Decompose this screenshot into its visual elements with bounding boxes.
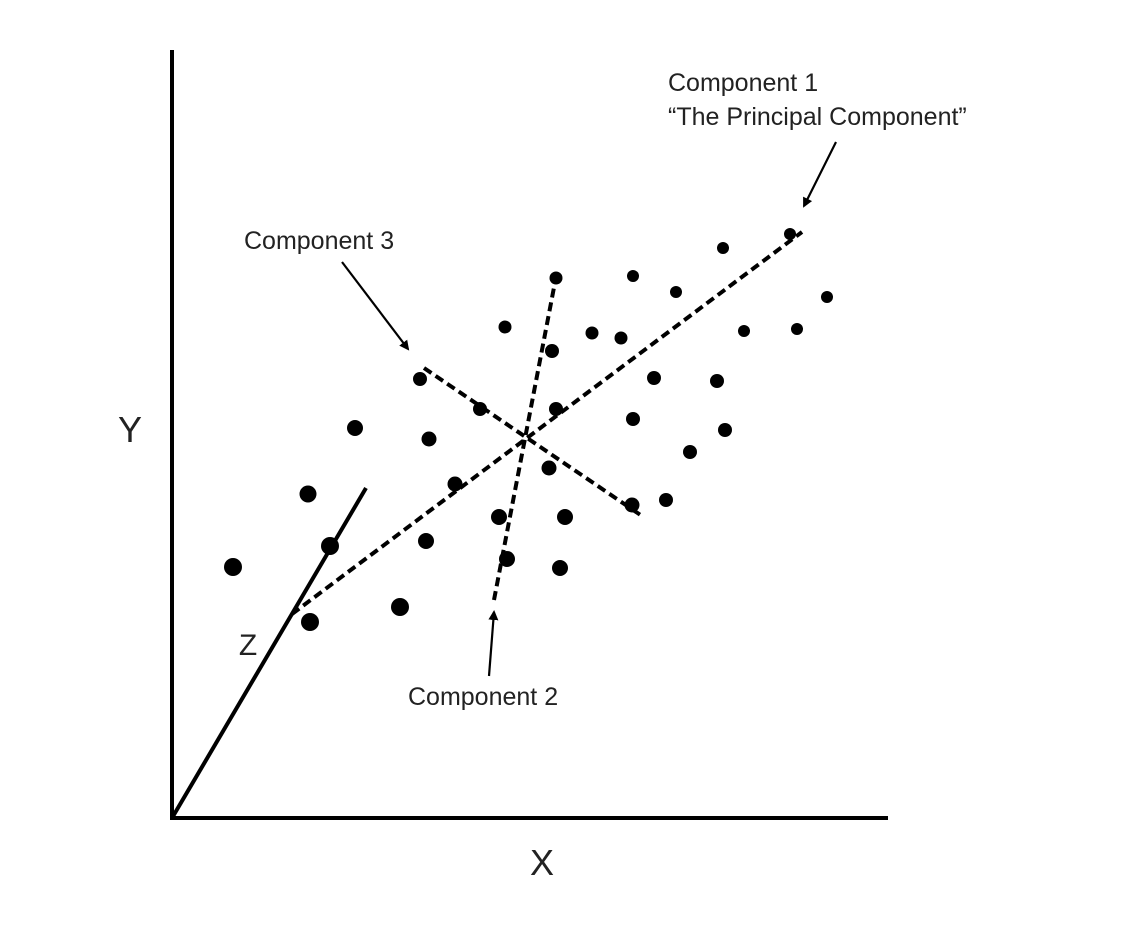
component-3-line <box>422 366 644 518</box>
data-point <box>784 228 796 240</box>
data-point <box>585 326 599 340</box>
y-axis-label: Y <box>118 409 142 450</box>
component-1-sublabel: “The Principal Component” <box>668 103 967 131</box>
data-point <box>301 613 319 631</box>
data-points <box>224 228 833 631</box>
data-point <box>710 374 724 388</box>
data-point <box>391 598 409 616</box>
data-point <box>321 537 339 555</box>
data-point <box>683 445 697 459</box>
data-point <box>626 412 640 426</box>
x-axis-label: X <box>530 842 554 883</box>
data-point <box>549 271 563 285</box>
data-point <box>421 431 437 447</box>
component-1-arrow <box>803 141 837 208</box>
data-point <box>549 402 563 416</box>
data-point <box>299 485 317 503</box>
data-point <box>498 320 512 334</box>
z-axis-label: Z <box>239 629 257 662</box>
data-point <box>541 460 557 476</box>
data-point <box>627 270 639 282</box>
data-point <box>717 242 729 254</box>
data-point <box>791 323 803 335</box>
data-point <box>473 402 487 416</box>
data-point <box>491 509 507 525</box>
data-point <box>447 476 463 492</box>
data-point <box>647 371 661 385</box>
data-point <box>624 497 640 513</box>
z-axis-line <box>170 486 368 820</box>
component-2-arrow <box>487 610 499 677</box>
data-point <box>499 551 515 567</box>
data-point <box>347 420 363 436</box>
data-point <box>557 509 573 525</box>
component-2-label: Component 2 <box>408 683 558 711</box>
data-point <box>738 325 750 337</box>
data-point <box>552 560 568 576</box>
component-3-arrow <box>341 261 410 351</box>
data-point <box>821 291 833 303</box>
data-point <box>659 493 673 507</box>
component-3-label: Component 3 <box>244 227 394 255</box>
data-point <box>413 372 427 386</box>
data-point <box>224 558 242 576</box>
component-1-label: Component 1 <box>668 69 818 97</box>
data-point <box>418 533 434 549</box>
data-point <box>614 331 628 345</box>
component-2-line <box>492 276 558 601</box>
data-point <box>718 423 732 437</box>
data-point <box>545 344 559 358</box>
component-1-line <box>290 230 804 616</box>
data-point <box>670 286 682 298</box>
